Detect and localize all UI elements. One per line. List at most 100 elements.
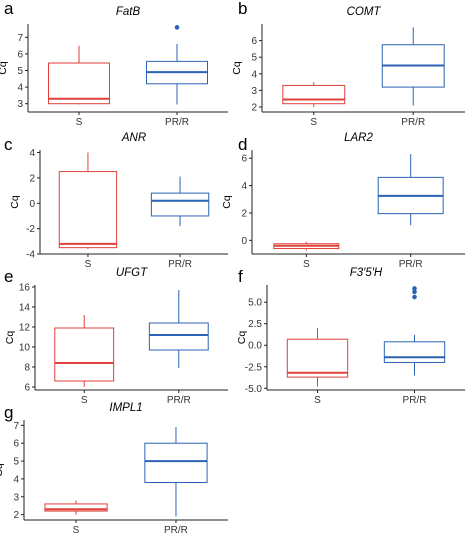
y-tick-label: 4: [29, 148, 35, 159]
box-prr: [144, 427, 208, 517]
x-tick-label: S: [81, 395, 88, 406]
y-tick-label: 2: [241, 208, 247, 219]
box-prr: [381, 27, 445, 106]
x-tick-label: PR/R: [401, 117, 425, 128]
y-axis-label: Cq: [231, 61, 243, 75]
box-s: [282, 82, 346, 108]
box-prr: [383, 286, 446, 376]
x-tick-label: PR/R: [167, 395, 191, 406]
x-tick-label: PR/R: [403, 395, 427, 406]
y-tick-label: 4: [251, 69, 257, 80]
y-axis-label: Cq: [0, 61, 9, 75]
box-iqr: [148, 322, 209, 351]
y-tick-label: 16: [19, 283, 31, 294]
box-iqr: [383, 341, 446, 363]
y-tick-label: 7: [17, 33, 23, 44]
panel-title: IMPL1: [109, 402, 142, 414]
y-tick-label: 6: [251, 36, 257, 47]
x-tick-label: S: [303, 259, 310, 270]
y-axis-label: Cq: [9, 195, 21, 209]
box-prr: [146, 25, 208, 105]
box-s: [48, 45, 110, 105]
panel-title: LAR2: [344, 132, 373, 144]
box-s: [58, 152, 118, 249]
y-tick-label: 8: [24, 363, 30, 374]
y-tick-label: 12: [19, 323, 31, 334]
y-tick-label: 2: [13, 510, 19, 521]
panel-letter: f: [238, 267, 243, 286]
y-tick-label: 5: [17, 66, 23, 77]
box-iqr: [144, 442, 208, 484]
panel-b: b COMT Cq 2 3 4 5 6 S PR/R: [231, 0, 465, 128]
y-tick-label: 14: [19, 303, 31, 314]
y-tick-label: 3: [251, 86, 257, 97]
y-tick-label: -2.5: [245, 362, 263, 373]
y-tick-label: 4: [13, 474, 19, 485]
panel-g: g IMPL1 Cq 2 3 4 5 6 7 S PR/R: [0, 402, 228, 536]
y-tick-label: 2: [29, 173, 35, 184]
y-tick-label: 2: [251, 103, 257, 114]
panel-letter: e: [4, 267, 13, 286]
y-tick-label: -5.0: [245, 384, 263, 395]
y-tick-label: 6: [17, 49, 23, 60]
panel-letter: c: [4, 135, 13, 154]
box-s: [286, 328, 349, 387]
y-tick-label: 3: [17, 99, 23, 110]
panel-d: d LAR2 Cq 0 2 4 6 S PR/R: [221, 132, 465, 270]
panel-title: ANR: [121, 132, 146, 144]
box-s: [44, 500, 108, 515]
box-iqr: [48, 62, 110, 105]
y-tick-label: 10: [19, 343, 31, 354]
box-s: [54, 315, 115, 387]
x-tick-label: S: [76, 117, 83, 128]
box-s: [273, 241, 340, 251]
panel-letter: a: [4, 0, 14, 18]
panel-e: e UFGT Cq 6 8 10 12 14 16 S PR/R: [4, 267, 228, 406]
y-tick-label: 0: [29, 199, 35, 210]
x-tick-label: PR/R: [165, 117, 189, 128]
y-axis-label: Cq: [4, 331, 16, 345]
box-prr: [377, 154, 444, 226]
y-tick-label: 6: [241, 154, 247, 165]
panel-f: f F3′5′H Cq -5.0 -2.5 0.0 2.5 5.0 S PR/R: [236, 267, 465, 406]
x-tick-label: S: [314, 395, 321, 406]
outlier-point: [412, 294, 417, 300]
box-iqr: [286, 338, 349, 378]
outlier-point: [412, 286, 417, 291]
y-axis-label: Cq: [236, 331, 248, 345]
panel-a: a FatB Cq 3 4 5 6 7 S PR/R: [0, 0, 228, 128]
y-tick-label: 5.0: [248, 298, 262, 309]
y-tick-label: 4: [17, 83, 23, 94]
panel-title: FatB: [116, 6, 141, 18]
box-prr: [148, 290, 209, 368]
y-tick-label: -2: [26, 224, 35, 235]
y-axis-label: Cq: [0, 463, 5, 477]
box-iqr: [282, 84, 346, 105]
y-tick-label: 0: [241, 236, 247, 247]
x-tick-label: S: [310, 117, 317, 128]
y-tick-label: 5: [251, 53, 257, 64]
x-tick-label: S: [73, 525, 80, 536]
panel-letter: d: [238, 135, 247, 154]
panel-title: F3′5′H: [350, 267, 383, 279]
y-tick-label: 5: [13, 457, 19, 468]
panel-c: c ANR Cq -4 -2 0 2 4 S PR/R: [4, 132, 228, 270]
y-tick-label: 0.0: [248, 341, 262, 352]
panel-title: COMT: [347, 6, 382, 18]
box-iqr: [54, 327, 115, 382]
x-tick-label: S: [85, 259, 92, 270]
panel-title: UFGT: [116, 267, 148, 279]
box-prr: [150, 176, 210, 227]
panel-letter: g: [4, 403, 13, 422]
box-iqr: [44, 503, 108, 512]
box-iqr: [58, 171, 118, 249]
outlier-point: [174, 25, 180, 30]
x-tick-label: PR/R: [164, 525, 188, 536]
outlier-point: [412, 289, 417, 295]
y-tick-label: 3: [13, 492, 19, 503]
y-tick-label: 2.5: [248, 319, 262, 330]
x-tick-label: PR/R: [168, 259, 192, 270]
y-tick-label: 6: [13, 439, 19, 450]
